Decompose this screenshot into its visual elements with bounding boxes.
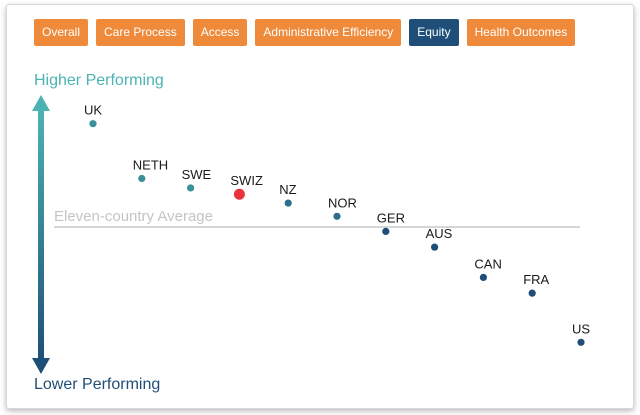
- point-label-nz: NZ: [279, 182, 296, 197]
- point-label-swiz: SWIZ: [230, 173, 263, 188]
- tab-administrative-efficiency[interactable]: Administrative Efficiency: [255, 19, 402, 46]
- tab-health-outcomes[interactable]: Health Outcomes: [466, 19, 576, 46]
- point-swiz[interactable]: [233, 188, 245, 200]
- tab-overall[interactable]: Overall: [34, 19, 89, 46]
- performance-axis-arrow: [32, 95, 50, 374]
- point-nz[interactable]: [284, 199, 292, 207]
- point-label-us: US: [572, 321, 590, 336]
- higher-performing-label: Higher Performing: [34, 72, 164, 89]
- tab-equity[interactable]: Equity: [409, 19, 459, 46]
- point-aus[interactable]: [431, 243, 439, 251]
- point-label-can: CAN: [474, 256, 501, 271]
- point-label-swe: SWE: [182, 167, 212, 182]
- point-can[interactable]: [479, 273, 487, 281]
- performance-chart: Eleven-country Average UK NETH SWE SWIZ NZ NO…: [32, 95, 590, 374]
- tab-access[interactable]: Access: [192, 19, 248, 46]
- category-tabs: Overall Care Process Access Administrati…: [34, 19, 576, 46]
- point-label-nor: NOR: [328, 195, 357, 210]
- point-label-aus: AUS: [426, 226, 453, 241]
- point-label-uk: UK: [84, 103, 102, 118]
- point-us[interactable]: [577, 338, 585, 346]
- point-label-fra: FRA: [523, 272, 549, 287]
- point-uk[interactable]: [89, 120, 97, 128]
- point-ger[interactable]: [382, 227, 390, 236]
- point-nor[interactable]: [333, 212, 341, 220]
- point-label-neth: NETH: [133, 157, 168, 172]
- point-fra[interactable]: [528, 289, 536, 297]
- lower-performing-label: Lower Performing: [34, 376, 161, 393]
- average-label: Eleven-country Average: [54, 208, 213, 225]
- point-neth[interactable]: [138, 174, 146, 183]
- chart-panel: Overall Care Process Access Administrati…: [6, 4, 634, 409]
- data-points: UK NETH SWE SWIZ NZ NOR GER AUS CAN FRA US: [84, 103, 590, 346]
- tab-care-process[interactable]: Care Process: [96, 19, 185, 46]
- point-swe[interactable]: [187, 184, 195, 192]
- point-label-ger: GER: [377, 210, 405, 225]
